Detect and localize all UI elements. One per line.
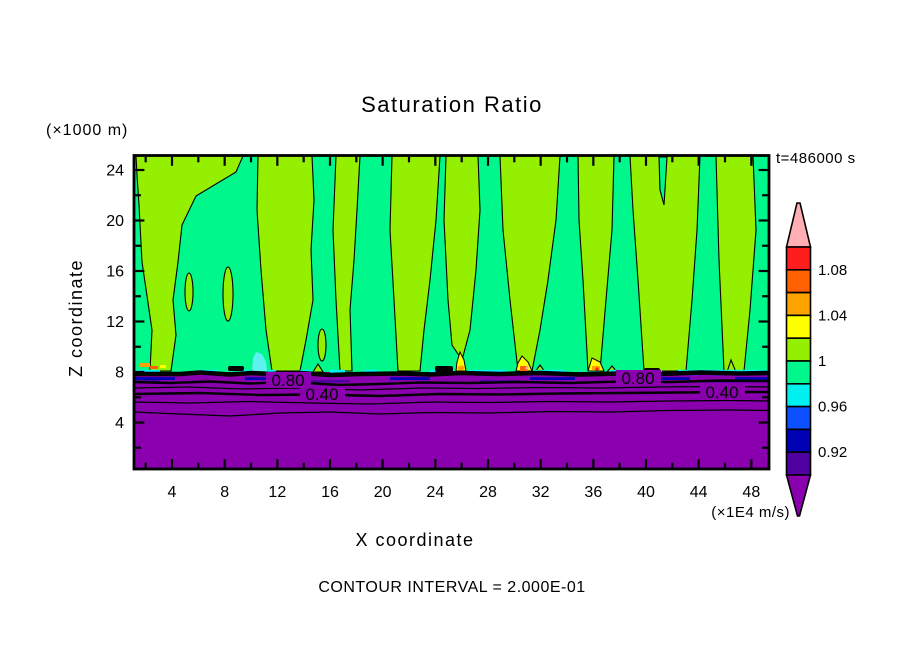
colorbar-labels: 1.08 1.04 1 0.96 0.92 <box>818 262 847 461</box>
contour-label-040: 0.40 <box>305 385 338 404</box>
colorbar-cell <box>787 338 811 361</box>
x-tick-label: 28 <box>479 484 497 501</box>
colorbar-cell <box>787 247 811 270</box>
contour-label-040: 0.40 <box>705 383 738 402</box>
x-tick-label: 4 <box>168 484 177 501</box>
chart-title: Saturation Ratio <box>361 92 543 117</box>
y-tick-label: 20 <box>106 213 124 230</box>
colorbar-cell <box>787 315 811 338</box>
colorbar-cell <box>787 361 811 384</box>
x-tick-label: 36 <box>584 484 602 501</box>
y-tick-label: 8 <box>115 365 124 382</box>
y-axis-unit-label: (×1000 m) <box>46 122 128 139</box>
colorbar-cell <box>787 452 811 475</box>
colorbar-cell <box>787 407 811 430</box>
colorbar-cell <box>787 270 811 293</box>
colorbar-cell <box>787 384 811 407</box>
x-tick-label: 32 <box>532 484 550 501</box>
x-axis-unit-label: (×1E4 m/s) <box>711 504 790 521</box>
colorbar: 1.08 1.04 1 0.96 0.92 <box>787 203 848 516</box>
x-axis-label: X coordinate <box>355 530 474 550</box>
y-tick-label: 12 <box>106 314 124 331</box>
colorbar-tick-label: 1.08 <box>818 262 847 279</box>
x-tick-label: 12 <box>268 484 286 501</box>
x-tick-label: 40 <box>637 484 655 501</box>
contour-interval-text: CONTOUR INTERVAL = 2.000E-01 <box>318 579 585 596</box>
y-tick-label: 24 <box>106 163 124 180</box>
x-tick-label: 44 <box>690 484 708 501</box>
x-tick-labels: 4812162024283236404448 <box>168 484 761 501</box>
x-tick-label: 48 <box>742 484 760 501</box>
colorbar-tick-label: 1 <box>818 353 826 370</box>
plot-canvas: Saturation Ratio (×1000 m) t=486000 s <box>0 0 904 654</box>
colorbar-tick-label: 0.96 <box>818 399 847 416</box>
colorbar-cells <box>787 247 811 475</box>
contour-label-080: 0.80 <box>271 371 304 390</box>
colorbar-cell <box>787 429 811 452</box>
x-tick-label: 16 <box>321 484 339 501</box>
colorbar-tick-label: 1.04 <box>818 307 847 324</box>
colorbar-cell <box>787 293 811 316</box>
x-tick-label: 8 <box>220 484 229 501</box>
x-tick-label: 20 <box>374 484 392 501</box>
saturation-ratio-plot: Saturation Ratio (×1000 m) t=486000 s <box>0 0 904 654</box>
contour-field: 0.80 0.40 0.80 0.40 <box>134 156 769 469</box>
colorbar-arrow-top <box>787 203 811 247</box>
y-tick-label: 16 <box>106 264 124 281</box>
contour-label-080: 0.80 <box>621 369 654 388</box>
time-annotation: t=486000 s <box>776 150 856 167</box>
y-tick-label: 4 <box>115 415 124 432</box>
y-tick-labels: 24 20 16 12 8 4 <box>106 163 124 433</box>
x-tick-label: 24 <box>426 484 444 501</box>
y-axis-label: Z coordinate <box>66 259 86 377</box>
colorbar-arrow-bottom <box>787 475 811 516</box>
colorbar-tick-label: 0.92 <box>818 444 847 461</box>
